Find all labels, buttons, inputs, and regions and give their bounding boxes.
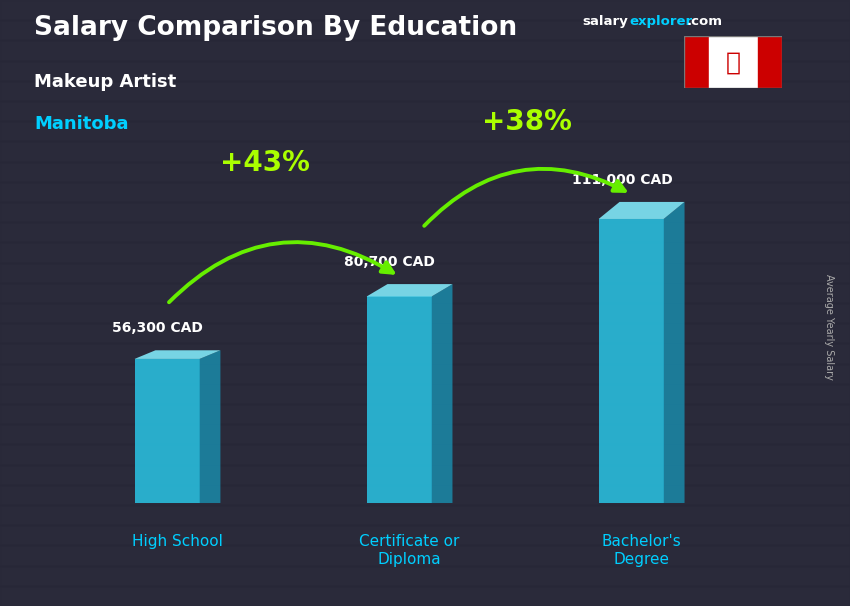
Polygon shape <box>598 202 684 219</box>
Text: Salary Comparison By Education: Salary Comparison By Education <box>34 15 517 41</box>
Polygon shape <box>366 296 432 503</box>
Polygon shape <box>366 284 452 296</box>
Bar <box>0 242 850 262</box>
Text: Bachelor's
Degree: Bachelor's Degree <box>602 534 682 567</box>
Bar <box>0 505 850 525</box>
Bar <box>0 121 850 141</box>
Polygon shape <box>134 350 220 359</box>
Bar <box>0 141 850 162</box>
Text: salary: salary <box>582 15 628 28</box>
Polygon shape <box>200 350 220 503</box>
Bar <box>684 36 709 88</box>
Bar <box>0 262 850 283</box>
Bar <box>0 101 850 121</box>
Text: Average Yearly Salary: Average Yearly Salary <box>824 275 834 380</box>
Bar <box>0 182 850 202</box>
Text: 56,300 CAD: 56,300 CAD <box>112 321 203 335</box>
Bar <box>0 303 850 323</box>
Polygon shape <box>432 284 452 503</box>
Bar <box>0 61 850 81</box>
Text: explorer: explorer <box>629 15 692 28</box>
Bar <box>0 81 850 101</box>
Text: .com: .com <box>687 15 722 28</box>
Text: 80,700 CAD: 80,700 CAD <box>344 255 435 268</box>
Bar <box>0 565 850 586</box>
Bar <box>0 20 850 41</box>
Text: 111,000 CAD: 111,000 CAD <box>571 173 672 187</box>
Bar <box>0 222 850 242</box>
Bar <box>0 344 850 364</box>
Bar <box>757 36 782 88</box>
Bar <box>0 162 850 182</box>
Bar <box>0 41 850 61</box>
Bar <box>0 525 850 545</box>
Polygon shape <box>134 359 200 503</box>
Text: Manitoba: Manitoba <box>34 115 128 133</box>
Text: Certificate or
Diploma: Certificate or Diploma <box>360 534 460 567</box>
Bar <box>0 0 850 20</box>
Bar <box>0 465 850 485</box>
Text: 🍁: 🍁 <box>726 50 740 74</box>
Bar <box>0 364 850 384</box>
Bar <box>709 36 757 88</box>
Text: High School: High School <box>132 534 223 548</box>
Text: Makeup Artist: Makeup Artist <box>34 73 176 91</box>
Bar <box>0 404 850 424</box>
Bar <box>0 485 850 505</box>
Bar <box>0 586 850 606</box>
Bar <box>0 202 850 222</box>
Bar <box>0 424 850 444</box>
Polygon shape <box>664 202 684 503</box>
Bar <box>0 545 850 565</box>
Bar <box>0 444 850 465</box>
Polygon shape <box>598 219 664 503</box>
Text: +38%: +38% <box>482 108 572 136</box>
Text: +43%: +43% <box>219 150 309 178</box>
Bar <box>0 323 850 344</box>
Bar <box>0 283 850 303</box>
Bar <box>0 384 850 404</box>
